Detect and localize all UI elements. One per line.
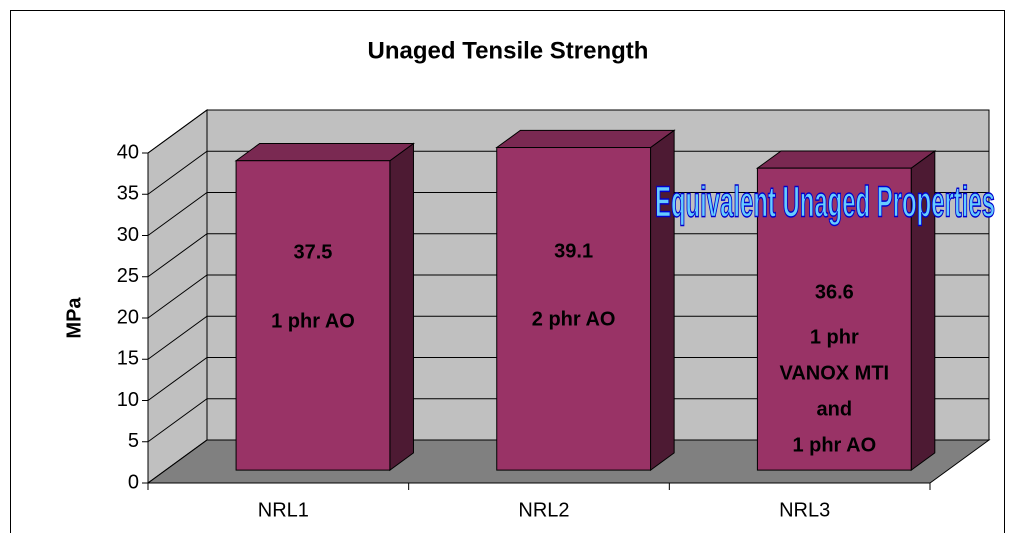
bar-note: and	[817, 398, 853, 420]
grid-line	[147, 233, 989, 278]
y-axis-label: MPa	[63, 297, 85, 339]
bar-note: 1 phr AO	[792, 434, 876, 456]
y-tick-label: 20	[117, 306, 139, 328]
y-tick-label: 40	[117, 141, 139, 163]
grid-line	[147, 274, 989, 319]
y-tick-label: 0	[128, 471, 139, 493]
bar-note: 1 phr AO	[271, 310, 355, 332]
bar-top	[755, 150, 937, 169]
grid-line	[147, 192, 989, 236]
y-tick-label: 25	[117, 265, 139, 287]
grid-line	[147, 150, 989, 195]
y-tick-label: 5	[128, 430, 139, 452]
bar-side	[389, 142, 414, 472]
bar	[235, 160, 391, 471]
grid-line	[147, 357, 989, 401]
bar-note: VANOX MTI	[779, 362, 889, 384]
grid-line	[147, 398, 989, 443]
bar-note: 2 phr AO	[532, 308, 616, 330]
bar-note: 1 phr	[810, 326, 859, 348]
bar-value-label: 36.6	[815, 281, 854, 303]
y-tick-label: 15	[117, 348, 139, 370]
wordart: Equivalent Unaged Properties	[655, 178, 995, 227]
chart-title: Unaged Tensile Strength	[368, 37, 649, 64]
bar-top	[495, 129, 676, 149]
grid-line	[147, 109, 989, 154]
bar-top	[234, 143, 416, 162]
bar-value-label: 39.1	[554, 240, 593, 262]
x-tick-label: NRL2	[518, 499, 569, 521]
y-tick-label: 30	[117, 224, 139, 246]
x-tick-label: NRL3	[779, 499, 830, 521]
x-tick-label: NRL1	[258, 499, 309, 521]
bar-value-label: 37.5	[294, 241, 333, 263]
grid-line	[147, 439, 989, 484]
bar	[496, 147, 652, 471]
bar	[756, 167, 912, 471]
y-tick-label: 35	[117, 183, 139, 205]
grid-line	[147, 315, 989, 360]
y-tick-label: 10	[117, 389, 139, 411]
